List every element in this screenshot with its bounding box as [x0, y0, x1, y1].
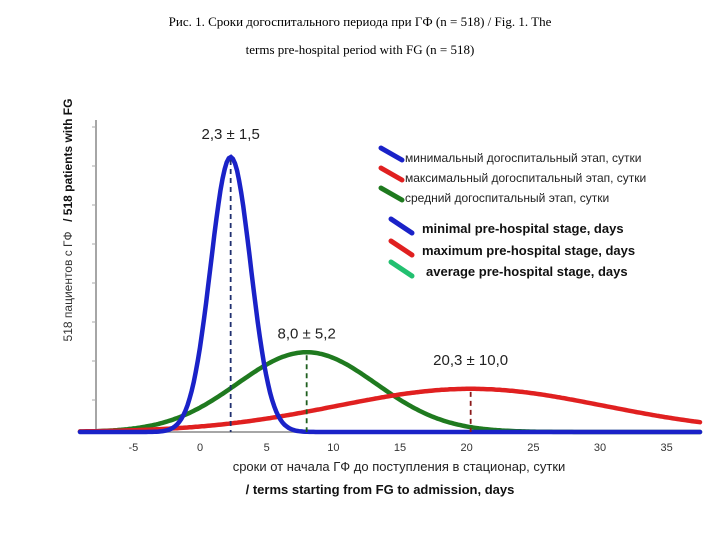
- legend-label-en: minimal pre-hospital stage, days: [422, 221, 624, 236]
- figure-caption-line2: terms pre-hospital period with FG (n = 5…: [245, 42, 475, 57]
- legend-swatch-ru: [378, 185, 405, 203]
- mean-annotation: 8,0 ± 5,2: [278, 325, 336, 342]
- x-tick-labels: -5 0 5 10 15 20 25 30 35: [128, 442, 672, 454]
- series-curve: [77, 154, 703, 435]
- y-axis-label-ru: 518 пациентов с ГФ: [61, 231, 75, 341]
- y-tick-marks: [92, 126, 96, 401]
- legend: минимальный догоспитальный этап, сутки mi…: [378, 145, 646, 279]
- legend-label-en: maximum pre-hospital stage, days: [422, 243, 635, 258]
- x-tick-label: 25: [527, 442, 539, 454]
- mean-lines: [229, 160, 472, 432]
- x-tick-label: 30: [594, 442, 606, 454]
- x-tick-label: 20: [461, 442, 473, 454]
- legend-label-ru: средний догоспитальный этап, сутки: [405, 191, 609, 205]
- x-tick-label: 0: [197, 442, 203, 454]
- legend-label-en: average pre-hospital stage, days: [426, 264, 628, 279]
- series-curves: [77, 154, 703, 435]
- legend-swatch-ru: [378, 165, 405, 183]
- legend-swatch-ru: [378, 145, 405, 163]
- figure-caption-line1: Рис. 1. Сроки догоспитального периода пр…: [168, 14, 552, 29]
- series-curve: [77, 386, 703, 434]
- mean-annotations: 2,3 ± 1,5 20,3 ± 10,0 8,0 ± 5,2: [202, 126, 509, 369]
- x-tick-label: 5: [264, 442, 270, 454]
- legend-swatch-en: [388, 238, 415, 258]
- x-axis-label-en: / terms starting from FG to admission, d…: [246, 482, 515, 497]
- y-axis-label-en: / 518 patients with FG: [61, 99, 75, 222]
- mean-annotation: 2,3 ± 1,5: [202, 126, 260, 143]
- y-axis-label: 518 пациентов с ГФ / 518 patients with F…: [59, 99, 76, 342]
- x-tick-label: -5: [128, 442, 138, 454]
- legend-swatch-en: [388, 259, 415, 279]
- x-tick-label: 10: [327, 442, 339, 454]
- x-tick-label: 35: [661, 442, 673, 454]
- legend-label-ru: минимальный догоспитальный этап, сутки: [405, 151, 642, 165]
- series-curve: [77, 350, 703, 435]
- legend-label-ru: максимальный догоспитальный этап, сутки: [405, 171, 646, 185]
- x-axis-label-ru: сроки от начала ГФ до поступления в стац…: [233, 459, 566, 474]
- x-tick-label: 15: [394, 442, 406, 454]
- legend-swatch-en: [388, 216, 415, 236]
- mean-annotation: 20,3 ± 10,0: [433, 352, 508, 369]
